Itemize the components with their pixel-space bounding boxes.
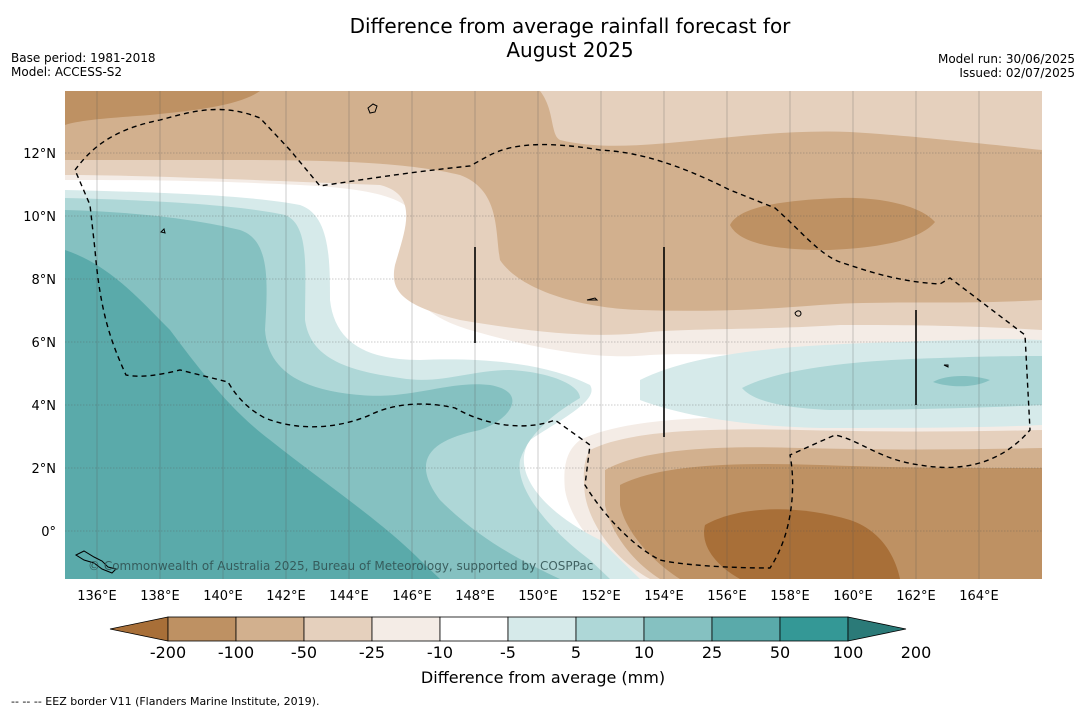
lon-label: 144°E [329, 589, 369, 604]
eez-borders [74, 108, 1031, 569]
colorbar-tick-label: 10 [634, 643, 654, 662]
contour-wet-east-25 [742, 356, 1042, 410]
colorbar-swatch [507, 616, 577, 642]
contour-dry-50-inner [730, 197, 935, 250]
colorbar-swatch [711, 616, 781, 642]
contour-wet-50 [65, 250, 440, 579]
latitude-labels: 12°N 10°N 8°N 6°N 4°N 2°N 0° [23, 147, 56, 540]
colorbar-swatch [575, 616, 645, 642]
lat-label: 6°N [32, 336, 57, 351]
colorbar-tick-label: -50 [291, 643, 317, 662]
segment-lines [474, 247, 917, 437]
lon-label: 150°E [518, 589, 558, 604]
colorbar-tick-label: -25 [359, 643, 385, 662]
lat-label: 2°N [32, 462, 57, 477]
graticule [65, 152, 1042, 532]
contour-wet-east-50 [933, 376, 990, 387]
colorbar-swatch [439, 616, 509, 642]
lon-label: 142°E [266, 589, 306, 604]
meta-right: Model run: 30/06/2025 Issued: 02/07/2025 [938, 52, 1075, 80]
base-period: Base period: 1981-2018 [11, 51, 156, 65]
colorbar-swatch [303, 616, 373, 642]
colorbar-swatch [779, 616, 849, 642]
copyright-text: © Commonwealth of Australia 2025, Bureau… [88, 559, 593, 573]
lon-label: 162°E [896, 589, 936, 604]
colorbar-swatch [167, 616, 237, 642]
colorbar: -200 -100 -50 -25 -10 -5 5 10 25 50 100 200 [109, 616, 932, 662]
lon-label: 138°E [140, 589, 180, 604]
model-name: Model: ACCESS-S2 [11, 65, 123, 79]
lon-label: 156°E [707, 589, 747, 604]
lon-label: 148°E [455, 589, 495, 604]
eez-footnote: -- -- -- EEZ border V11 (Flanders Marine… [11, 695, 320, 708]
colorbar-extend-low [109, 616, 169, 642]
colorbar-tick-label: 5 [571, 643, 581, 662]
title-line-2: August 2025 [506, 38, 634, 62]
colorbar-tick-label: 100 [833, 643, 864, 662]
land-outlines [74, 103, 949, 574]
colorbar-tick-label: 200 [901, 643, 932, 662]
contour-dry-100-nw [65, 91, 260, 125]
issued-date: Issued: 02/07/2025 [959, 66, 1075, 80]
colorbar-title: Difference from average (mm) [420, 668, 666, 687]
colorbar-tick-label: 25 [702, 643, 722, 662]
longitude-labels: 136°E 138°E 140°E 142°E 144°E 146°E 148°… [77, 589, 999, 604]
model-run: Model run: 30/06/2025 [937, 52, 1075, 66]
lat-label: 10°N [23, 210, 56, 225]
colorbar-tick-label: 50 [770, 643, 790, 662]
contour-dry-south-200 [704, 509, 900, 579]
colorbar-swatch [371, 616, 441, 642]
lon-label: 164°E [959, 589, 999, 604]
lat-label: 12°N [23, 147, 56, 162]
contour-dry-50-upper [65, 91, 1042, 311]
lon-label: 146°E [392, 589, 432, 604]
lat-label: 4°N [32, 399, 57, 414]
lon-label: 152°E [581, 589, 621, 604]
colorbar-swatch [643, 616, 713, 642]
map-title: Difference from average rainfall forecas… [270, 14, 870, 62]
title-line-1: Difference from average rainfall forecas… [349, 14, 791, 38]
map-plot-area: © Commonwealth of Australia 2025, Bureau… [65, 91, 1042, 579]
lon-label: 140°E [203, 589, 243, 604]
meta-left: Base period: 1981-2018 Model: ACCESS-S2 [11, 51, 156, 79]
colorbar-extend-high [847, 616, 907, 642]
lat-label: 0° [41, 525, 56, 540]
colorbar-tick-label: -10 [427, 643, 453, 662]
lat-label: 8°N [32, 273, 57, 288]
lon-label: 154°E [644, 589, 684, 604]
colorbar-tick-label: -5 [500, 643, 516, 662]
lon-label: 136°E [77, 589, 117, 604]
lon-label: 160°E [833, 589, 873, 604]
colorbar-tick-label: -100 [218, 643, 254, 662]
lon-label: 158°E [770, 589, 810, 604]
colorbar-tick-label: -200 [150, 643, 186, 662]
colorbar-swatch [235, 616, 305, 642]
